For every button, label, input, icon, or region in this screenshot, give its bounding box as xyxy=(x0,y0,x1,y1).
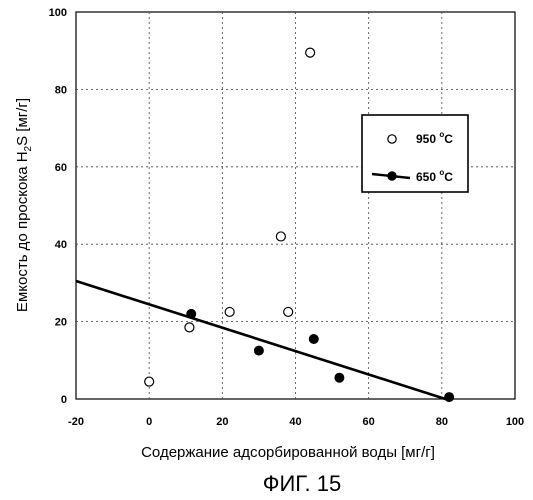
y-tick-label: 60 xyxy=(55,162,67,174)
point-650 xyxy=(445,393,454,402)
legend: 950 oC 650 oC xyxy=(362,115,468,192)
y-tick-label: 20 xyxy=(55,317,67,329)
point-950 xyxy=(225,307,234,316)
figure-caption: ФИГ. 15 xyxy=(263,471,341,496)
x-tick-label: 0 xyxy=(146,416,152,428)
point-650 xyxy=(254,346,263,355)
legend-label-650: 650 oC xyxy=(416,168,453,184)
point-650 xyxy=(187,309,196,318)
legend-marker-650 xyxy=(388,172,396,180)
y-tick-label: 0 xyxy=(61,394,67,406)
x-tick-label: -20 xyxy=(68,416,84,428)
point-950 xyxy=(185,323,194,332)
x-axis-title: Содержание адсорбированной воды [мг/г] xyxy=(141,444,435,461)
point-950 xyxy=(276,232,285,241)
point-950 xyxy=(306,48,315,57)
x-tick-label: 20 xyxy=(216,416,228,428)
legend-marker-950 xyxy=(388,135,396,143)
x-tick-label: 80 xyxy=(436,416,448,428)
point-650 xyxy=(309,335,318,344)
point-650 xyxy=(335,373,344,382)
y-tick-label: 100 xyxy=(49,7,67,19)
point-950 xyxy=(284,307,293,316)
x-tick-label: 60 xyxy=(363,416,375,428)
point-950 xyxy=(145,377,154,386)
y-tick-label: 80 xyxy=(55,84,67,96)
y-tick-label: 40 xyxy=(55,239,67,251)
y-axis-title: Емкость до проскока H2S [мг/г] xyxy=(14,98,34,312)
legend-label-950: 950 oC xyxy=(416,130,453,146)
plot-frame xyxy=(76,12,515,399)
x-tick-label: 100 xyxy=(506,416,524,428)
x-tick-label: 40 xyxy=(289,416,301,428)
